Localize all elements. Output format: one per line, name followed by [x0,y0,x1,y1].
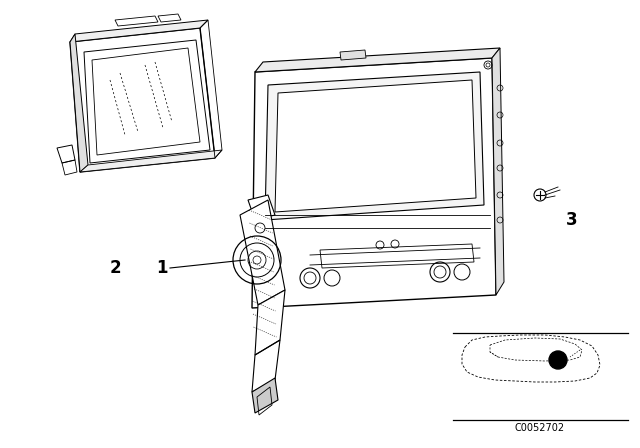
Polygon shape [492,48,504,295]
Polygon shape [340,50,366,60]
Polygon shape [70,28,215,172]
Polygon shape [252,58,496,308]
Polygon shape [255,48,500,72]
Polygon shape [275,80,476,212]
Polygon shape [252,378,278,413]
Polygon shape [255,290,285,355]
Polygon shape [70,20,208,42]
Polygon shape [248,195,275,220]
Polygon shape [265,72,484,220]
Polygon shape [80,150,222,172]
Text: 3: 3 [566,211,578,229]
Text: C0052702: C0052702 [515,423,565,433]
Text: 2: 2 [109,259,121,277]
Circle shape [549,351,567,369]
Polygon shape [240,200,285,305]
Polygon shape [70,34,88,172]
Text: 1: 1 [156,259,168,277]
